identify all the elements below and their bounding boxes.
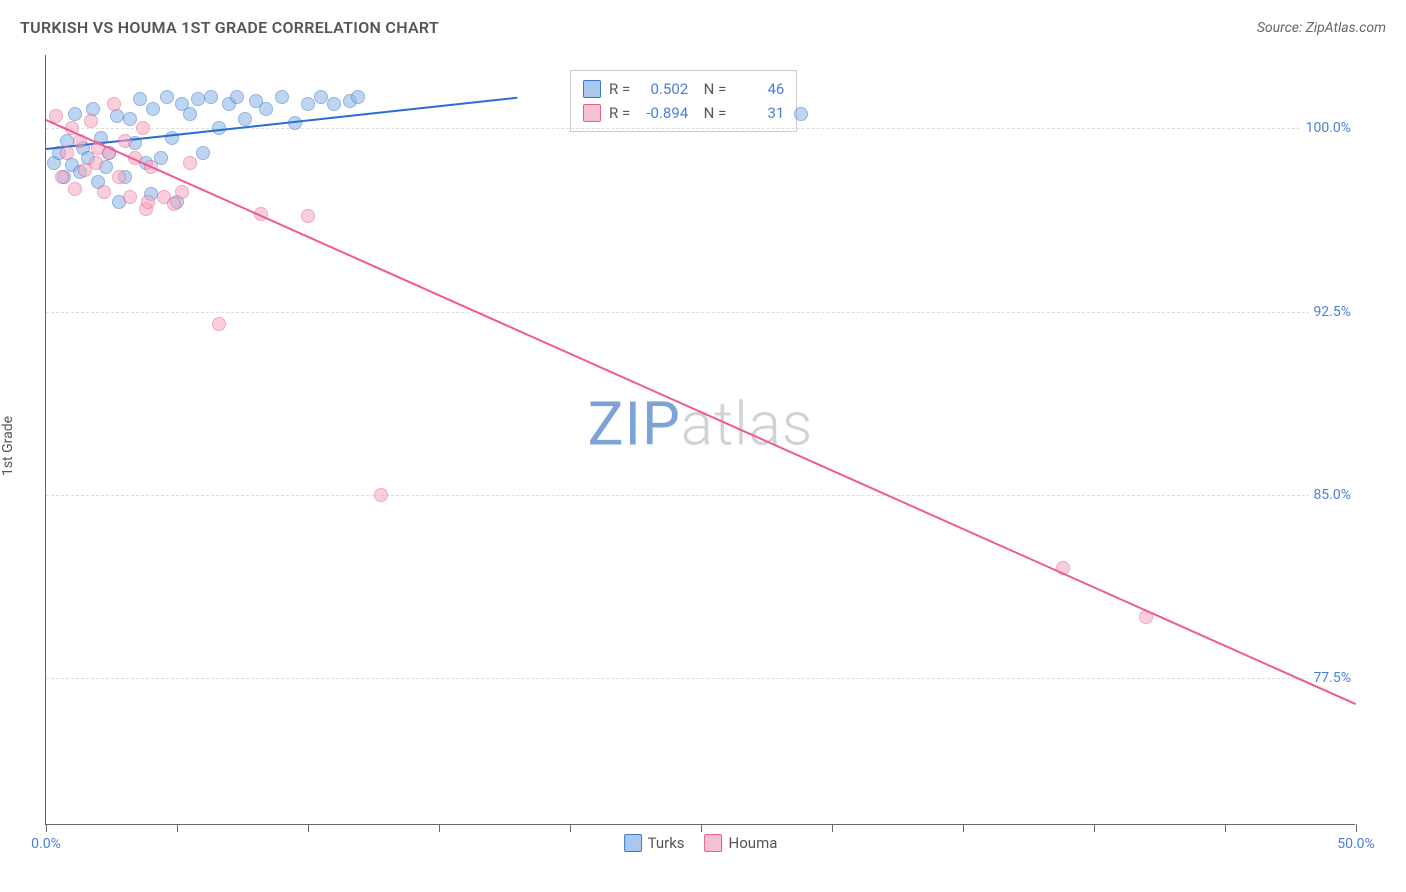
- data-point-turks: [238, 112, 252, 126]
- data-point-houma: [175, 185, 189, 199]
- data-point-turks: [230, 90, 244, 104]
- data-point-houma: [118, 134, 132, 148]
- header-row: TURKISH VS HOUMA 1ST GRADE CORRELATION C…: [20, 18, 1386, 37]
- legend-item-turks: Turks: [624, 834, 685, 852]
- bottom-legend: Turks Houma: [624, 834, 778, 852]
- r-value-turks: 0.502: [638, 77, 688, 101]
- data-point-turks: [123, 112, 137, 126]
- swatch-pink-icon: [583, 104, 601, 122]
- r-label: R =: [609, 101, 630, 125]
- data-point-houma: [68, 182, 82, 196]
- legend-label-houma: Houma: [729, 834, 778, 852]
- chart-title: TURKISH VS HOUMA 1ST GRADE CORRELATION C…: [20, 18, 439, 37]
- trend-line-houma: [46, 119, 1357, 705]
- watermark-atlas: atlas: [681, 389, 814, 460]
- data-point-houma: [301, 209, 315, 223]
- y-tick-label: 100.0%: [1302, 120, 1355, 136]
- data-point-houma: [89, 156, 103, 170]
- data-point-turks: [301, 97, 315, 111]
- swatch-blue-icon: [583, 80, 601, 98]
- n-value-houma: 31: [734, 101, 784, 125]
- data-point-turks: [351, 90, 365, 104]
- data-point-turks: [259, 102, 273, 116]
- x-tick: [701, 824, 702, 832]
- data-point-turks: [146, 102, 160, 116]
- data-point-houma: [107, 97, 121, 111]
- data-point-houma: [167, 197, 181, 211]
- data-point-turks: [314, 90, 328, 104]
- x-tick: [1225, 824, 1226, 832]
- x-tick: [308, 824, 309, 832]
- data-point-turks: [68, 107, 82, 121]
- swatch-blue-icon: [624, 834, 642, 852]
- data-point-turks: [196, 146, 210, 160]
- x-tick: [1356, 824, 1357, 832]
- data-point-houma: [141, 195, 155, 209]
- x-tick-label: 50.0%: [1337, 836, 1375, 852]
- legend-label-turks: Turks: [648, 834, 685, 852]
- data-point-turks: [133, 92, 147, 106]
- data-point-turks: [204, 90, 218, 104]
- x-tick: [177, 824, 178, 832]
- data-point-turks: [327, 97, 341, 111]
- grid-line: [46, 495, 1355, 496]
- n-label: N =: [696, 101, 726, 125]
- y-tick-label: 77.5%: [1309, 670, 1355, 686]
- x-tick-label: 0.0%: [31, 836, 61, 852]
- r-value-houma: -0.894: [638, 101, 688, 125]
- swatch-pink-icon: [705, 834, 723, 852]
- n-value-turks: 46: [734, 77, 784, 101]
- grid-line: [46, 678, 1355, 679]
- y-axis-label: 1st Grade: [0, 416, 16, 476]
- x-tick: [963, 824, 964, 832]
- data-point-turks: [160, 90, 174, 104]
- stats-legend-box: R = 0.502 N = 46 R = -0.894 N = 31: [570, 70, 797, 132]
- data-point-turks: [191, 92, 205, 106]
- data-point-houma: [212, 317, 226, 331]
- x-tick: [832, 824, 833, 832]
- data-point-houma: [60, 146, 74, 160]
- stats-legend-row-houma: R = -0.894 N = 31: [583, 101, 784, 125]
- n-label: N =: [696, 77, 726, 101]
- data-point-houma: [97, 185, 111, 199]
- y-tick-label: 85.0%: [1309, 487, 1355, 503]
- stats-legend-row-turks: R = 0.502 N = 46: [583, 77, 784, 101]
- data-point-turks: [794, 107, 808, 121]
- data-point-houma: [136, 121, 150, 135]
- data-point-turks: [183, 107, 197, 121]
- source-attribution: Source: ZipAtlas.com: [1257, 20, 1386, 36]
- x-tick: [1094, 824, 1095, 832]
- y-tick-label: 92.5%: [1309, 304, 1355, 320]
- data-point-houma: [123, 190, 137, 204]
- watermark-zip: ZIP: [588, 389, 681, 460]
- x-tick: [570, 824, 571, 832]
- data-point-houma: [183, 156, 197, 170]
- x-tick: [46, 824, 47, 832]
- data-point-turks: [275, 90, 289, 104]
- data-point-houma: [55, 170, 69, 184]
- legend-item-houma: Houma: [705, 834, 778, 852]
- data-point-houma: [84, 114, 98, 128]
- data-point-turks: [110, 109, 124, 123]
- grid-line: [46, 312, 1355, 313]
- watermark: ZIPatlas: [588, 389, 814, 460]
- x-tick: [439, 824, 440, 832]
- plot-area: ZIPatlas R = 0.502 N = 46 R = -0.894 N =…: [45, 55, 1355, 825]
- r-label: R =: [609, 77, 630, 101]
- data-point-houma: [374, 488, 388, 502]
- data-point-houma: [112, 170, 126, 184]
